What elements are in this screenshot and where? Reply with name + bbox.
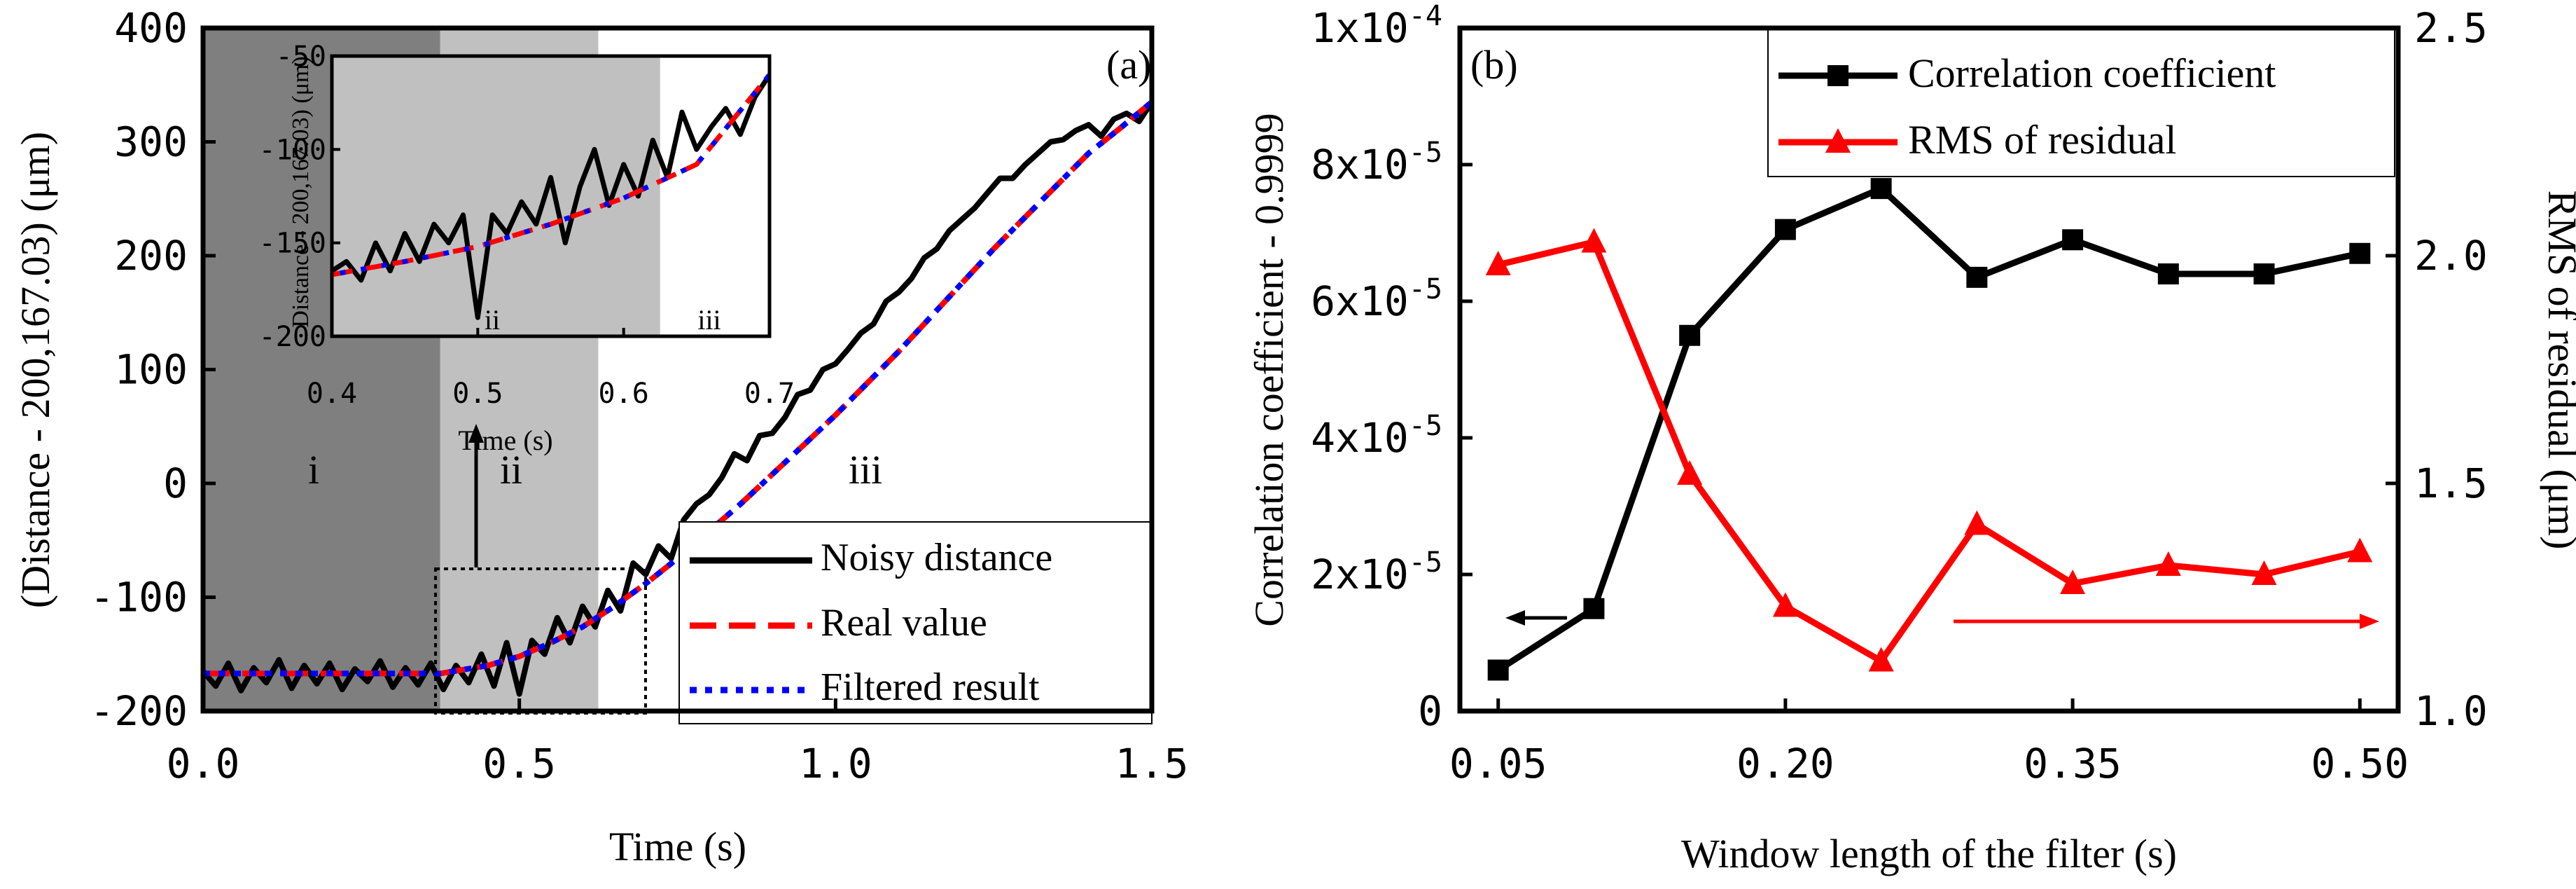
inset-xtick-label: 0.5	[452, 378, 503, 410]
inset-series-noisy	[332, 73, 770, 320]
ytick-right-label-b: 1.5	[2414, 460, 2488, 507]
ytick-left-label-b: 2x10-5	[1311, 546, 1442, 598]
legend-label-filtered: Filtered result	[821, 666, 1040, 709]
xtick-label-a: 1.0	[799, 740, 872, 787]
region-label-ii: ii	[500, 447, 522, 492]
legend-label-rms: RMS of residual	[1908, 117, 2176, 163]
point-correlation-coefficient	[1583, 598, 1605, 619]
legend-label-corr: Correlation coefficient	[1908, 50, 2276, 96]
point-correlation-coefficient	[1870, 178, 1892, 200]
inset-region-ii: ii	[485, 304, 500, 336]
inset-xtick-label: 0.7	[744, 378, 795, 410]
series-correlation-coefficient	[1496, 185, 2361, 673]
xtick-label-a: 0.5	[482, 740, 556, 787]
xlabel-a: Time (s)	[609, 824, 746, 869]
ytick-label-a: -200	[90, 687, 188, 735]
inset-region-iii: iii	[697, 304, 720, 336]
ytick-right-label-b: 2.0	[2414, 232, 2488, 280]
legend-label-noisy: Noisy distance	[821, 536, 1052, 579]
arrow-left-axis-head	[1505, 610, 1525, 626]
legend-label-real: Real value	[821, 601, 987, 645]
point-correlation-coefficient	[1487, 659, 1509, 681]
inset-ytick-label: -50	[276, 41, 326, 73]
ytick-left-label-b: 0	[1418, 687, 1442, 735]
axes-frame-b	[1457, 25, 2401, 714]
point-correlation-coefficient	[1774, 219, 1796, 240]
ytick-label-a: 300	[114, 118, 188, 166]
xtick-label-a: 0.0	[167, 740, 240, 787]
region-label-iii: iii	[849, 447, 882, 492]
panel-b: Correlation coefficient RMS of residual …	[1246, 0, 2576, 876]
xlabel-b: Window length of the filter (s)	[1681, 831, 2177, 876]
xtick-label-b: 0.20	[1736, 740, 1834, 787]
legend-marker-square	[1827, 65, 1849, 86]
xtick-label-a: 1.5	[1115, 740, 1189, 787]
xtick-label-b: 0.35	[2024, 740, 2122, 787]
ytick-label-a: 0	[163, 460, 188, 507]
point-rms-of-residual	[2347, 537, 2373, 563]
legend-marker-triangle	[1825, 128, 1851, 153]
zoom-arrowhead	[468, 424, 484, 443]
point-correlation-coefficient	[2253, 263, 2275, 284]
ytick-label-a: 100	[114, 346, 188, 394]
region-label-i: i	[308, 447, 319, 492]
xtick-label-b: 0.50	[2311, 740, 2409, 787]
point-correlation-coefficient	[1679, 324, 1701, 346]
point-rms-of-residual	[2251, 560, 2277, 585]
point-rms-of-residual	[1868, 647, 1894, 672]
ytick-right-label-b: 2.5	[2414, 4, 2488, 52]
inset-xtick-label: 0.4	[307, 378, 357, 410]
point-correlation-coefficient	[2349, 242, 2371, 264]
inset-ytick-label: -150	[259, 228, 326, 260]
point-rms-of-residual	[1677, 460, 1703, 485]
point-correlation-coefficient	[1966, 266, 1988, 288]
panel-label-b: (b)	[1470, 42, 1518, 88]
panel-label-a: (a)	[1106, 42, 1151, 88]
series-rms-of-residual	[1497, 239, 2361, 664]
point-rms-of-residual	[2060, 570, 2086, 594]
ytick-left-label-b: 1x10-4	[1311, 0, 1442, 52]
inset-ylabel: Distance - 200,167.03) (μm)	[288, 56, 314, 327]
ytick-right-label-b: 1.0	[2414, 687, 2488, 735]
series-filtered-result	[203, 99, 1152, 677]
arrow-right-axis-head	[2360, 614, 2379, 629]
ytick-label-a: 400	[114, 4, 188, 52]
inset-ytick-label: -100	[259, 134, 326, 166]
panel-a: i ii iii Noisy distance Real value Filtere…	[13, 4, 1188, 869]
legend-a: Noisy distance Real value Filtered resul…	[678, 521, 1153, 724]
ylabel-right-b: RMS of residual (μm)	[2540, 191, 2576, 550]
inset-xtick-label: 0.6	[599, 378, 649, 410]
point-correlation-coefficient	[2157, 263, 2179, 284]
xtick-label-b: 0.05	[1449, 740, 1547, 787]
ytick-left-label-b: 8x10-5	[1311, 137, 1442, 188]
legend-b: Correlation coefficient RMS of residual	[1767, 29, 2395, 177]
ylabel-left-b: Correlation coefficient - 0.9999	[1246, 113, 1292, 626]
point-correlation-coefficient	[2062, 229, 2084, 251]
point-rms-of-residual	[1772, 592, 1798, 617]
ylabel-a: (Distance - 200,167.03) (μm)	[13, 132, 58, 608]
zoom-box	[434, 567, 647, 715]
inset-series-filtered	[332, 73, 770, 277]
point-rms-of-residual	[1485, 251, 1511, 275]
point-rms-of-residual	[1964, 510, 1990, 535]
ytick-label-a: 200	[114, 232, 188, 280]
ytick-left-label-b: 6x10-5	[1311, 273, 1442, 325]
inset-plot: 0.4 0.5 0.6 0.7 -200 -150 -100 -50 Distance - 2…	[259, 41, 795, 456]
inset-ytick-label: -200	[259, 321, 326, 353]
inset-xlabel: Time (s)	[458, 425, 552, 456]
ytick-left-label-b: 4x10-5	[1311, 410, 1442, 462]
point-rms-of-residual	[1581, 228, 1607, 253]
ytick-label-a: -100	[90, 574, 188, 621]
point-rms-of-residual	[2155, 551, 2181, 576]
